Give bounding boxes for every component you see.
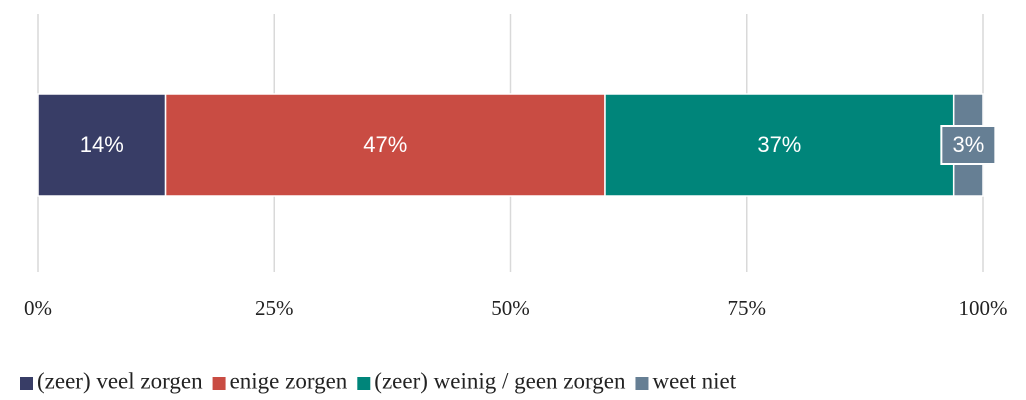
legend-label: (zeer) veel zorgen xyxy=(37,368,203,393)
data-label-box xyxy=(940,125,997,165)
legend-label: enige zorgen xyxy=(230,368,348,393)
legend-swatch xyxy=(20,377,33,390)
bar-segment xyxy=(164,93,606,197)
x-tick-label: 75% xyxy=(728,296,767,320)
x-tick-label: 0% xyxy=(24,296,52,320)
bar-segment xyxy=(604,93,955,197)
legend-label: weet niet xyxy=(652,368,736,393)
data-label: 37% xyxy=(757,132,801,157)
data-label: 47% xyxy=(363,132,407,157)
legend-label: (zeer) weinig / geen zorgen xyxy=(374,368,626,393)
data-label: 14% xyxy=(80,132,124,157)
x-tick-label: 50% xyxy=(491,296,530,320)
x-tick-label: 25% xyxy=(255,296,294,320)
legend-swatch xyxy=(212,377,226,390)
data-label: 3% xyxy=(952,132,984,157)
legend-swatch xyxy=(357,377,371,390)
legend-swatch xyxy=(635,377,649,390)
bar-segment xyxy=(37,93,167,197)
x-tick-label: 100% xyxy=(959,296,1008,320)
